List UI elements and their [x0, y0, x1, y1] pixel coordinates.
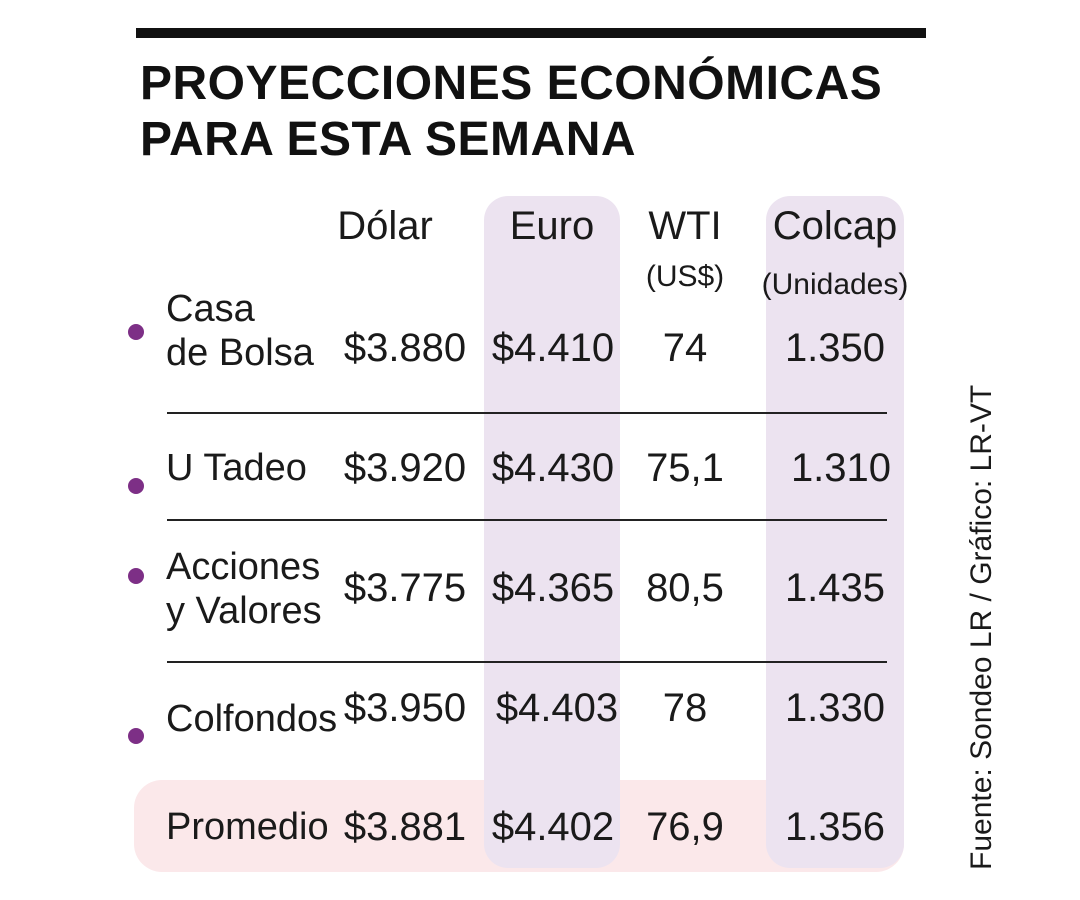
cell-colcap: 1.310 — [790, 446, 892, 490]
cell-dolar: $3.775 — [343, 566, 467, 610]
bullet-dot — [128, 324, 144, 340]
title-line-1: PROYECCIONES ECONÓMICAS — [140, 57, 883, 110]
bullet-dot — [128, 728, 144, 744]
row-label-u-tadeo: U Tadeo — [166, 446, 307, 490]
cell-wti: 80,5 — [646, 566, 724, 610]
cell-euro-promedio: $4.402 — [491, 805, 615, 849]
row-label-casa-de-bolsa: Casa de Bolsa — [166, 287, 314, 375]
row-label-line: Acciones — [166, 546, 321, 588]
row-separator — [167, 519, 887, 521]
cell-wti: 74 — [662, 326, 708, 370]
cell-euro: $4.365 — [491, 566, 615, 610]
cell-wti: 78 — [662, 686, 708, 730]
colcap-column-highlight — [766, 196, 904, 868]
cell-colcap: 1.435 — [784, 566, 886, 610]
row-label-line: de Bolsa — [166, 332, 314, 374]
page-title: PROYECCIONES ECONÓMICAS PARA ESTA SEMANA — [140, 56, 882, 168]
cell-dolar: $3.950 — [343, 686, 467, 730]
row-label-line: Casa — [166, 288, 255, 330]
row-separator — [167, 412, 887, 414]
column-subheader-wti: (US$) — [645, 260, 725, 293]
cell-dolar: $3.880 — [343, 326, 467, 370]
top-rule — [136, 28, 926, 38]
column-header-dolar: Dólar — [337, 204, 433, 248]
row-label-line: Promedio — [166, 806, 329, 848]
title-line-2: PARA ESTA SEMANA — [140, 113, 637, 166]
column-header-colcap: Colcap — [772, 204, 898, 248]
cell-euro: $4.410 — [491, 326, 615, 370]
row-label-promedio: Promedio — [166, 805, 329, 849]
cell-colcap: 1.350 — [784, 326, 886, 370]
column-header-wti: WTI — [648, 204, 722, 248]
bullet-dot — [128, 478, 144, 494]
euro-column-highlight — [484, 196, 620, 868]
row-label-line: U Tadeo — [166, 447, 307, 489]
column-subheader-colcap: (Unidades) — [761, 268, 909, 301]
row-label-line: y Valores — [166, 590, 322, 632]
row-label-acciones-y-valores: Acciones y Valores — [166, 545, 322, 633]
cell-euro: $4.430 — [491, 446, 615, 490]
cell-wti-promedio: 76,9 — [646, 805, 724, 849]
cell-colcap: 1.330 — [784, 686, 886, 730]
row-separator — [167, 661, 887, 663]
bullet-dot — [128, 568, 144, 584]
source-credit: Fuente: Sondeo LR / Gráfico: LR-VT — [965, 384, 998, 870]
cell-dolar-promedio: $3.881 — [343, 805, 467, 849]
cell-dolar: $3.920 — [343, 446, 467, 490]
cell-wti: 75,1 — [646, 446, 724, 490]
cell-euro: $4.403 — [495, 686, 619, 730]
cell-colcap-promedio: 1.356 — [784, 805, 886, 849]
row-label-colfondos: Colfondos — [166, 697, 337, 741]
column-header-euro: Euro — [509, 204, 595, 248]
row-label-line: Colfondos — [166, 698, 338, 740]
